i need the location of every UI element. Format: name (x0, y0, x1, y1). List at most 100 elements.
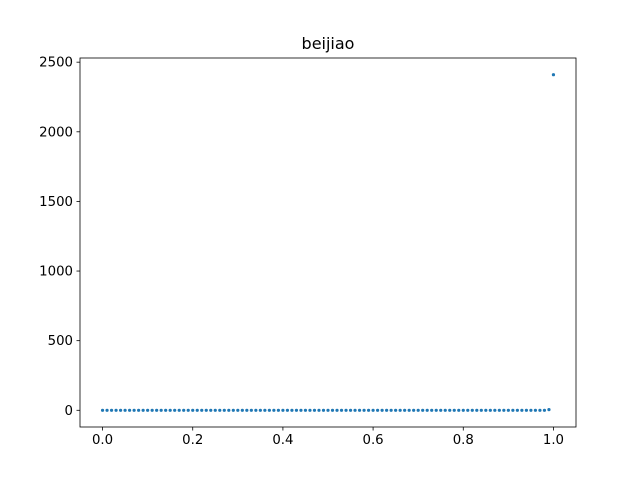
data-point (186, 408, 190, 412)
data-point (466, 408, 470, 412)
data-point (236, 408, 240, 412)
x-tick-label: 0.4 (272, 433, 293, 448)
data-point (222, 408, 226, 412)
data-point (281, 408, 285, 412)
data-point (448, 408, 452, 412)
data-point (452, 408, 456, 412)
data-point (488, 408, 492, 412)
data-point (200, 408, 204, 412)
data-point (299, 408, 303, 412)
data-point (506, 408, 510, 412)
data-point (109, 408, 114, 412)
data-point (182, 408, 186, 412)
data-point (461, 408, 465, 412)
data-point (245, 408, 249, 412)
data-point (218, 408, 222, 412)
data-point (376, 408, 380, 412)
data-point (335, 408, 339, 412)
data-point (191, 408, 195, 412)
data-point (105, 408, 109, 412)
data-point (317, 408, 321, 412)
data-point (439, 408, 443, 412)
y-tick-label: 2000 (39, 125, 73, 140)
data-point (538, 408, 542, 412)
data-point (551, 73, 556, 77)
data-point (294, 408, 299, 412)
data-point (470, 408, 474, 412)
data-point (303, 408, 308, 412)
data-point (434, 408, 438, 412)
data-point (371, 408, 375, 412)
chart-title: beijiao (302, 34, 355, 53)
data-point (159, 408, 163, 412)
data-point (380, 408, 384, 412)
data-point (164, 408, 168, 412)
data-point (321, 408, 326, 412)
data-point (515, 408, 519, 412)
data-point (403, 408, 407, 412)
y-tick-label: 1500 (39, 195, 73, 210)
x-tick-label: 0.6 (363, 433, 384, 448)
data-point (100, 408, 105, 412)
data-point (511, 408, 515, 412)
y-tick-label: 500 (48, 334, 73, 349)
data-point (416, 408, 420, 412)
data-point (308, 408, 312, 412)
data-point (547, 407, 551, 412)
data-point (231, 408, 235, 412)
data-point (150, 408, 154, 412)
data-point (425, 408, 429, 412)
data-point (502, 408, 506, 412)
data-point (114, 408, 118, 412)
data-point (421, 408, 425, 412)
data-point (137, 408, 141, 412)
data-point (524, 408, 529, 412)
data-point (258, 408, 262, 412)
data-point (407, 408, 411, 412)
data-point (227, 408, 231, 412)
data-point (128, 408, 132, 412)
data-point (312, 408, 317, 412)
data-point (484, 408, 488, 412)
y-tick-label: 0 (65, 404, 73, 419)
data-point (177, 408, 181, 412)
data-point (118, 408, 123, 412)
data-point (542, 408, 547, 412)
plot-area-frame (79, 57, 577, 428)
data-point (267, 408, 271, 412)
data-point (168, 408, 172, 412)
data-points (100, 73, 556, 412)
data-point (195, 408, 199, 412)
data-point (209, 408, 213, 412)
data-point (385, 408, 389, 412)
data-point (457, 408, 461, 412)
data-point (529, 408, 533, 412)
data-point (479, 408, 483, 412)
y-tick-label: 2500 (39, 56, 73, 71)
x-tick-label: 0.0 (92, 433, 113, 448)
data-point (173, 408, 177, 412)
x-tick-label: 1.0 (543, 433, 564, 448)
data-point (353, 408, 357, 412)
data-point (348, 408, 353, 412)
data-point (146, 408, 150, 412)
data-point (276, 408, 280, 412)
data-point (357, 408, 362, 412)
data-point (394, 408, 398, 412)
data-point (475, 408, 479, 412)
data-point (132, 408, 136, 412)
x-axis: 0.0 0.2 0.4 0.6 0.8 1.0 (92, 427, 564, 448)
data-point (213, 408, 217, 412)
data-point (389, 408, 393, 412)
data-point (412, 408, 416, 412)
data-point (497, 408, 501, 412)
data-point (366, 408, 371, 412)
data-point (398, 408, 402, 412)
x-tick-label: 0.2 (182, 433, 203, 448)
data-point (344, 408, 348, 412)
data-point (493, 408, 497, 412)
data-point (254, 408, 258, 412)
y-axis: 0 500 1000 1500 2000 2500 (39, 56, 80, 419)
